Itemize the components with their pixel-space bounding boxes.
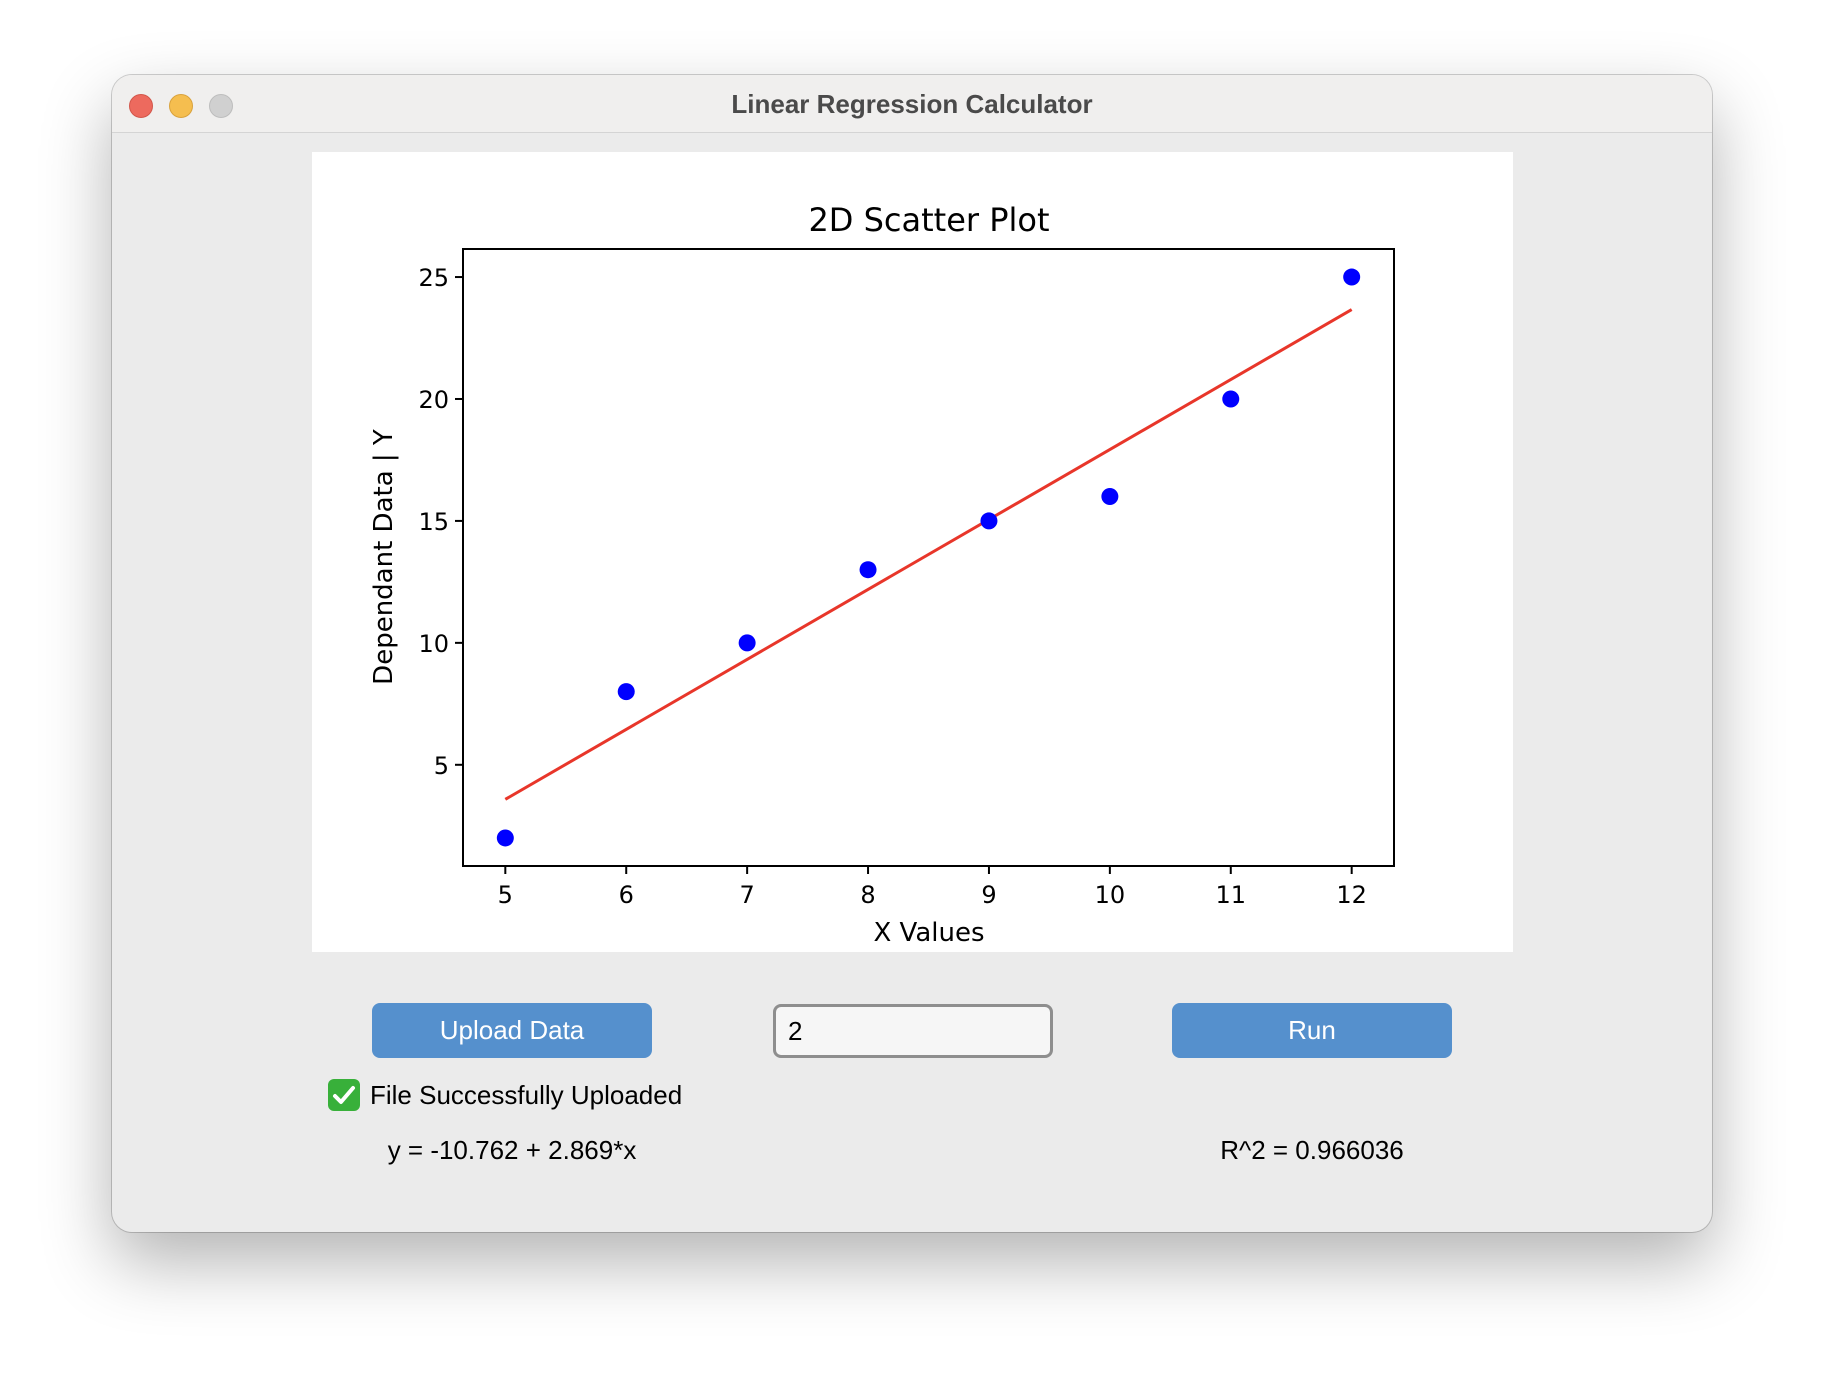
regression-equation: y = -10.762 + 2.869*x	[387, 1135, 637, 1165]
x-tick-label: 8	[860, 881, 875, 909]
y-axis-label: Dependant Data | Y	[369, 429, 399, 685]
app-window: Linear Regression Calculator 2D Scatter …	[112, 75, 1712, 1232]
x-tick-label: 5	[498, 881, 513, 909]
plot-area-frame	[462, 248, 1395, 867]
scatter-plot-canvas: 2D Scatter Plot X Values Dependant Data …	[312, 152, 1513, 952]
x-tick-label: 9	[981, 881, 996, 909]
upload-data-button[interactable]: Upload Data	[372, 1003, 652, 1058]
data-point	[980, 512, 998, 530]
window-title: Linear Regression Calculator	[731, 89, 1093, 119]
r-squared-value: R^2 = 0.966036	[1220, 1135, 1404, 1165]
close-window-button[interactable]	[129, 94, 153, 118]
title-bar[interactable]: Linear Regression Calculator	[112, 75, 1712, 133]
x-tick-label: 12	[1336, 881, 1367, 909]
x-axis-label: X Values	[873, 918, 984, 948]
y-tick-label: 5	[434, 752, 449, 780]
x-tick-label: 11	[1215, 881, 1246, 909]
upload-status-text: File Successfully Uploaded	[370, 1079, 683, 1110]
regression-line	[504, 308, 1353, 801]
scatter-plot: 2D Scatter Plot X Values Dependant Data …	[369, 201, 1395, 948]
check-mark-icon	[328, 1079, 360, 1111]
parameter-input[interactable]	[776, 1007, 1050, 1055]
y-tick-label: 25	[418, 264, 449, 292]
y-tick-label: 10	[418, 630, 449, 658]
minimize-window-button[interactable]	[169, 94, 193, 118]
data-point	[1101, 488, 1119, 506]
x-tick-label: 6	[619, 881, 634, 909]
zoom-window-button[interactable]	[209, 94, 233, 118]
data-point	[496, 829, 514, 847]
y-tick-label: 15	[418, 508, 449, 536]
chart-title: 2D Scatter Plot	[808, 201, 1049, 239]
data-point	[738, 634, 756, 652]
data-point	[859, 561, 877, 579]
parameter-input-field[interactable]	[773, 1004, 1053, 1058]
data-point	[617, 683, 635, 701]
data-point	[1222, 390, 1240, 408]
y-tick-label: 20	[418, 386, 449, 414]
x-tick-label: 10	[1095, 881, 1126, 909]
x-tick-label: 7	[739, 881, 754, 909]
data-point	[1343, 268, 1361, 286]
run-button[interactable]: Run	[1172, 1003, 1452, 1058]
upload-status: File Successfully Uploaded	[328, 1077, 682, 1113]
